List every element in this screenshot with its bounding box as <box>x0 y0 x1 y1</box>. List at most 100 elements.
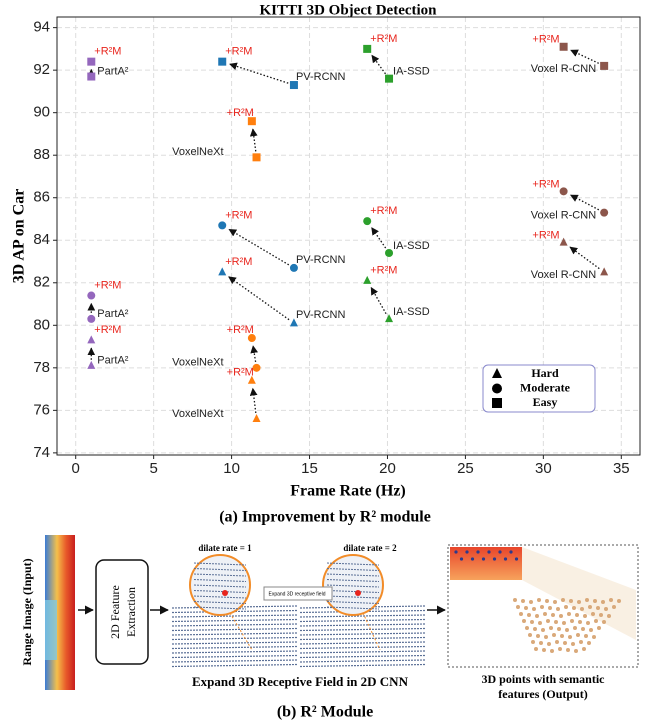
scan-line <box>172 638 297 640</box>
point <box>454 550 457 553</box>
point <box>562 621 566 625</box>
baseline-point <box>600 209 608 217</box>
y-tick-label: 84 <box>33 231 50 248</box>
center-point <box>355 590 361 596</box>
x-tick-label: 25 <box>457 460 474 477</box>
improved-point <box>363 45 371 53</box>
point <box>535 614 539 618</box>
point <box>591 612 595 616</box>
point <box>539 641 543 645</box>
block-text: Extraction <box>124 587 138 637</box>
y-tick-label: 92 <box>33 61 50 78</box>
point <box>546 619 550 623</box>
point <box>580 607 584 611</box>
point <box>545 599 549 603</box>
improvement-label: +R²M <box>532 178 559 190</box>
point <box>617 599 621 603</box>
x-tick-label: 20 <box>379 460 396 477</box>
point <box>551 613 555 617</box>
improved-point <box>87 58 95 66</box>
point <box>554 620 558 624</box>
point <box>542 648 546 652</box>
improvement-label: +R²M <box>227 107 254 119</box>
point <box>519 612 523 616</box>
panels <box>172 555 425 667</box>
scan-line <box>172 624 297 626</box>
center-point <box>222 590 228 596</box>
point <box>586 621 590 625</box>
improvement-label: +R²M <box>370 33 397 45</box>
y-tick-label: 86 <box>33 189 50 206</box>
expand-note: Expand 3D receptive field <box>269 591 326 597</box>
scan-line <box>172 660 297 662</box>
point <box>604 607 608 611</box>
point <box>583 614 587 618</box>
point <box>522 619 526 623</box>
improved-point <box>560 187 568 195</box>
diagram: Range Image (Input) 2D Feature Extractio… <box>20 535 638 721</box>
point <box>534 647 538 651</box>
point <box>537 598 541 602</box>
improvement-label: +R²M <box>225 46 252 58</box>
point <box>560 634 564 638</box>
output-caption: 3D points with semantic <box>481 672 605 686</box>
panel-title: dilate rate = 2 <box>343 543 397 553</box>
method-label: PV-RCNN <box>296 254 346 266</box>
point <box>527 613 531 617</box>
method-label: PartA² <box>97 355 129 367</box>
baseline-point <box>600 62 608 70</box>
scan-line <box>300 651 425 653</box>
point <box>575 613 579 617</box>
point <box>584 634 588 638</box>
improvement-label: +R²M <box>370 205 397 217</box>
point <box>602 620 606 624</box>
point <box>487 550 490 553</box>
point <box>524 606 528 610</box>
point <box>572 606 576 610</box>
legend-marker <box>492 384 502 394</box>
method-label: VoxelNeXt <box>172 357 223 369</box>
method-label: Voxel R-CNN <box>531 269 596 281</box>
point <box>593 599 597 603</box>
scan-line <box>300 642 425 644</box>
point <box>528 633 532 637</box>
caption: (b) R² Module <box>277 704 373 721</box>
scan-line <box>172 642 297 644</box>
baseline-point <box>87 315 95 323</box>
y-tick-label: 78 <box>33 359 50 376</box>
caption: (a) Improvement by R² module <box>219 509 431 526</box>
improved-point <box>560 43 568 51</box>
point <box>569 599 573 603</box>
improved-point <box>363 217 371 225</box>
point <box>552 633 556 637</box>
point <box>533 627 537 631</box>
point <box>585 598 589 602</box>
point <box>561 598 565 602</box>
point <box>574 649 578 653</box>
point <box>509 550 512 553</box>
scan-line <box>300 665 425 667</box>
point <box>538 621 542 625</box>
scan-line <box>300 620 425 622</box>
improvement-label: +R²M <box>94 279 121 291</box>
scan-line <box>300 629 425 631</box>
scan-line <box>300 660 425 662</box>
scan-line <box>172 615 297 617</box>
point <box>498 550 501 553</box>
output-caption: features (Output) <box>498 687 587 701</box>
point <box>544 635 548 639</box>
x-tick-label: 15 <box>301 460 318 477</box>
point <box>568 635 572 639</box>
zoom-link <box>363 613 380 650</box>
point <box>597 626 601 630</box>
method-label: PV-RCNN <box>296 309 346 321</box>
point <box>550 649 554 653</box>
point <box>609 598 613 602</box>
point <box>607 614 611 618</box>
improved-point <box>87 292 95 300</box>
baseline-point <box>253 153 261 161</box>
scan-line <box>300 615 425 617</box>
point <box>581 627 585 631</box>
scan-line <box>172 651 297 653</box>
improved-point <box>218 58 226 66</box>
